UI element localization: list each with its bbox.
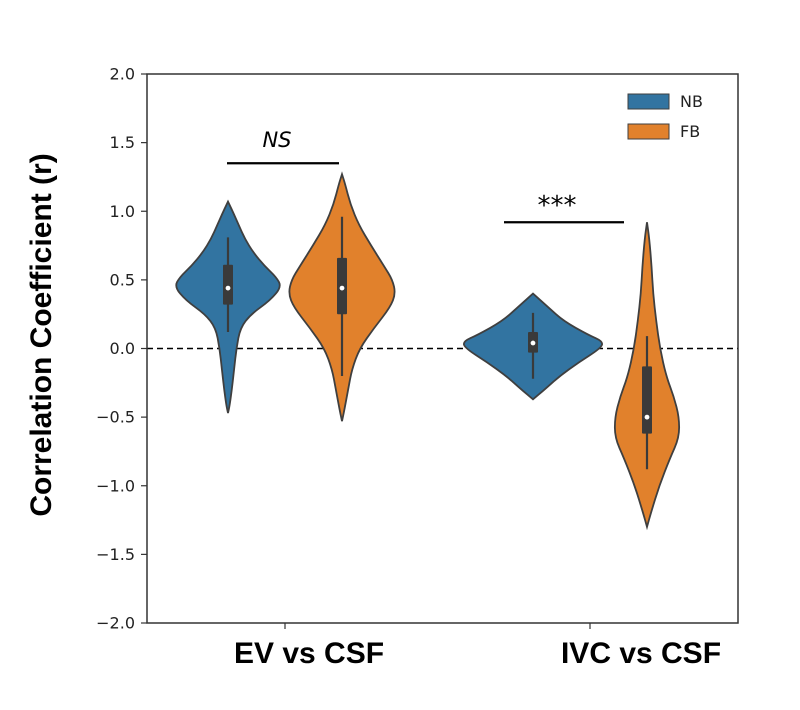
x-category-label-ivc-vs-csf: IVC vs CSF (561, 637, 721, 670)
significance-label-stars: *** (538, 191, 577, 221)
violin-group (175, 171, 681, 531)
y-tick-label: 0.0 (110, 339, 135, 358)
significance-annotations: NS *** (227, 128, 624, 224)
y-axis-title: Correlation Coefficient (r) (25, 153, 58, 516)
y-axis: −2.0 −1.5 −1.0 −0.5 0.0 0.5 1.0 1.5 2.0 (96, 65, 147, 633)
median-point-fb-ev-vs-csf (339, 285, 345, 291)
median-point-nb-ivc-vs-csf (530, 340, 536, 346)
y-tick-label: −2.0 (96, 614, 135, 633)
y-tick-label: −0.5 (96, 408, 135, 427)
y-tick-label: −1.0 (96, 476, 135, 495)
legend-label-nb: NB (680, 92, 703, 111)
legend-label-fb: FB (680, 122, 700, 141)
y-tick-label: 1.5 (110, 133, 135, 152)
significance-label-ns: NS (262, 128, 291, 152)
median-point-fb-ivc-vs-csf (644, 414, 650, 420)
iqr-box-nb-ev-vs-csf (223, 264, 233, 305)
legend-swatch-nb (627, 93, 670, 110)
x-axis-labels: EV vs CSF IVC vs CSF (234, 623, 721, 670)
x-category-label-ev-vs-csf: EV vs CSF (234, 637, 384, 670)
plot-frame (146, 73, 739, 624)
iqr-box-fb-ivc-vs-csf (642, 366, 652, 434)
y-tick-label: −1.5 (96, 545, 135, 564)
legend-swatch-fb (627, 123, 670, 140)
legend: NB FB (627, 92, 703, 141)
y-tick-label: 1.0 (110, 202, 135, 221)
y-tick-label: 2.0 (110, 65, 135, 84)
median-point-nb-ev-vs-csf (225, 285, 231, 291)
y-tick-label: 0.5 (110, 270, 135, 289)
